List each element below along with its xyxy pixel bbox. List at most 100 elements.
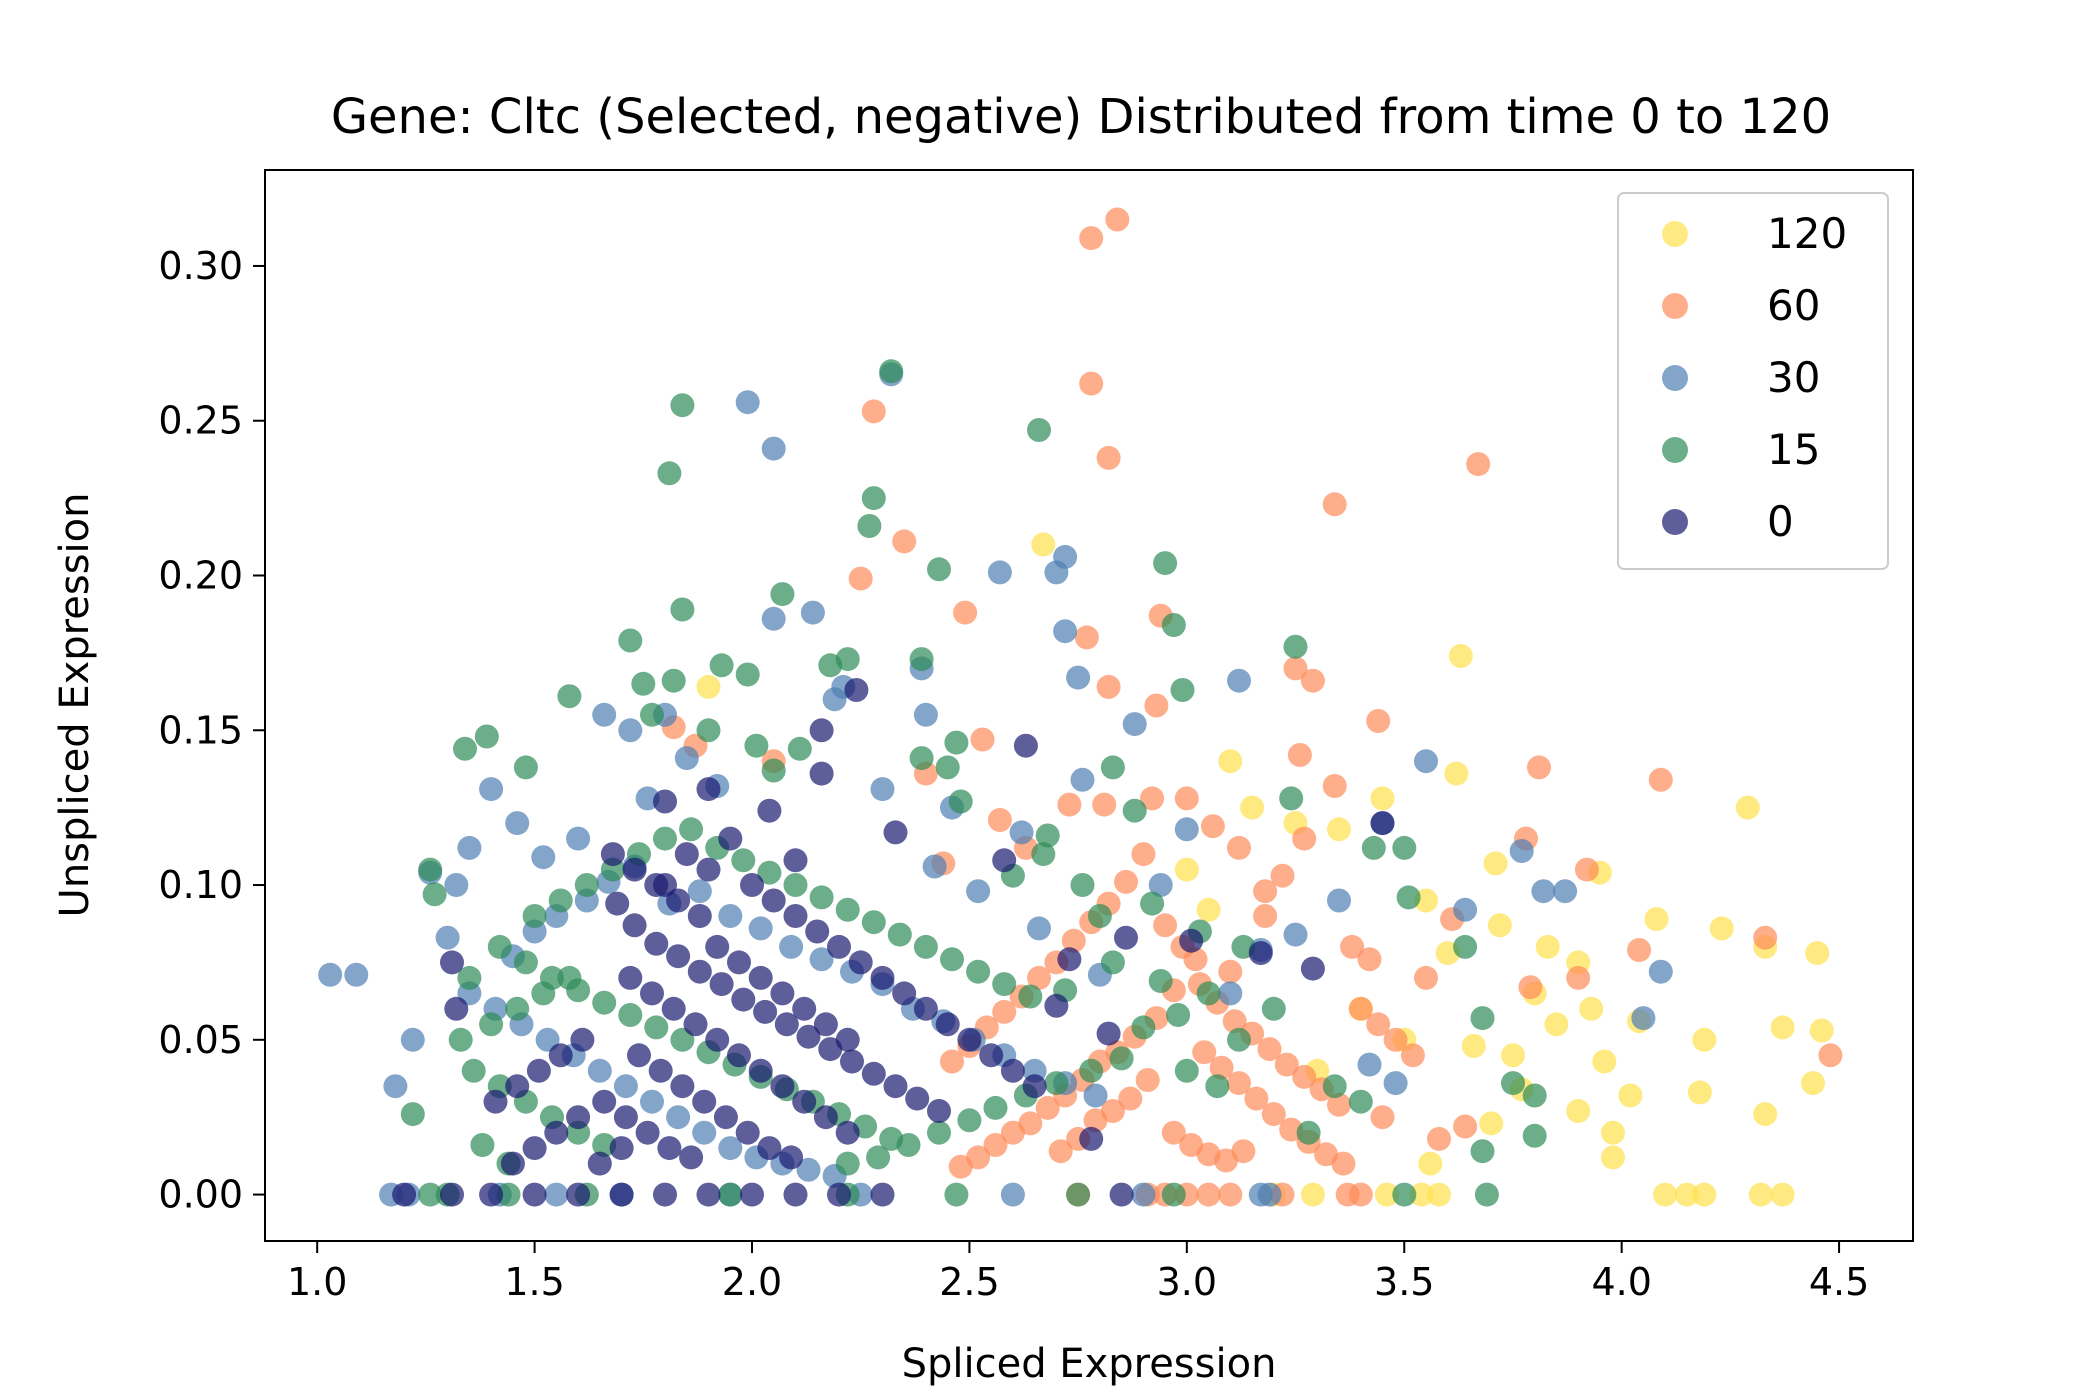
- series-15-point: [1261, 996, 1286, 1021]
- series-120-point: [1601, 1145, 1625, 1170]
- series-60-point: [1331, 1151, 1356, 1176]
- series-15-point: [879, 359, 904, 384]
- series-15-point: [1027, 418, 1051, 442]
- series-0-point: [644, 931, 669, 956]
- series-30-point: [1257, 1182, 1282, 1207]
- series-0-point: [653, 1182, 677, 1207]
- series-30-point: [1631, 1006, 1656, 1031]
- series-60-point: [1153, 913, 1178, 938]
- series-15-point: [1131, 1015, 1156, 1040]
- series-60-point: [1096, 674, 1121, 699]
- series-60-point: [1383, 1027, 1408, 1052]
- series-15-point: [770, 582, 795, 607]
- series-15-point: [1283, 634, 1308, 659]
- series-30-point: [1414, 749, 1438, 774]
- series-120-point: [1370, 786, 1395, 811]
- series-60-point: [1114, 869, 1138, 894]
- series-60-point: [1292, 826, 1317, 851]
- series-60-point: [1818, 1043, 1843, 1068]
- series-30-point: [592, 702, 617, 727]
- y-tick-label: 0.30: [158, 244, 243, 288]
- series-15-point: [966, 959, 991, 984]
- series-0-point: [805, 919, 830, 944]
- series-15-point: [657, 461, 682, 486]
- series-15-point: [861, 486, 886, 511]
- series-0-point: [666, 888, 691, 913]
- series-0-point: [705, 934, 730, 959]
- series-0-point: [757, 1136, 782, 1161]
- series-60-point: [1131, 842, 1156, 867]
- x-tick-label: 1.5: [504, 1260, 564, 1304]
- x-tick-label: 3.0: [1157, 1260, 1217, 1304]
- series-120-point: [1566, 1099, 1591, 1123]
- series-0-point: [483, 1089, 508, 1114]
- series-30-point: [618, 718, 643, 743]
- series-0-point: [644, 873, 669, 897]
- series-0-point: [870, 965, 895, 990]
- series-0-point: [1370, 811, 1395, 836]
- series-0-point: [661, 996, 686, 1021]
- series-0-point: [883, 820, 908, 845]
- series-30-point: [779, 934, 804, 959]
- series-30-point: [1357, 1052, 1382, 1077]
- series-15-point: [513, 950, 538, 975]
- series-0-point: [827, 1182, 851, 1207]
- series-0-point: [653, 789, 677, 814]
- series-60-point: [1227, 835, 1251, 860]
- series-30-point: [1383, 1071, 1408, 1096]
- series-15-point: [679, 817, 704, 842]
- series-0-point: [735, 1120, 760, 1145]
- series-0-point: [883, 1074, 908, 1099]
- series-0-point: [1044, 993, 1069, 1018]
- series-15-point: [574, 873, 599, 897]
- series-15-point: [1205, 1074, 1230, 1099]
- series-0-point: [718, 826, 743, 851]
- series-0-point: [683, 1012, 708, 1037]
- series-120-point: [1535, 934, 1560, 959]
- series-0-point: [635, 1120, 660, 1145]
- series-15-point: [1174, 1058, 1199, 1083]
- series-0-point: [748, 1058, 773, 1083]
- series-0-point: [748, 965, 773, 990]
- series-15-point: [992, 972, 1017, 997]
- series-0-point: [640, 981, 664, 1006]
- series-30-point: [966, 879, 991, 904]
- series-0-point: [627, 1043, 651, 1068]
- series-30-point: [505, 811, 530, 836]
- x-tick-label: 2.5: [939, 1260, 999, 1304]
- series-30-point: [640, 1089, 664, 1114]
- series-15-point: [927, 557, 951, 582]
- series-0-point: [444, 996, 469, 1021]
- series-15-point: [1044, 1071, 1069, 1096]
- series-15-point: [548, 888, 573, 913]
- series-15-point: [487, 934, 512, 959]
- series-30-point: [344, 962, 369, 987]
- series-15-point: [592, 990, 617, 1015]
- series-0-point: [1300, 956, 1325, 981]
- legend-label: 0: [1767, 497, 1794, 546]
- series-15-point: [479, 1012, 504, 1037]
- series-60-point: [1527, 755, 1551, 780]
- series-15-point: [631, 671, 656, 696]
- series-30-point: [687, 879, 712, 904]
- series-120-point: [1444, 761, 1469, 786]
- series-60-point: [1000, 1120, 1025, 1145]
- series-60-point: [1322, 774, 1347, 798]
- series-120-point: [1174, 857, 1199, 882]
- series-60-point: [953, 600, 978, 625]
- series-60-point: [1300, 668, 1325, 693]
- series-0-point: [809, 761, 834, 786]
- series-30-point: [718, 1136, 743, 1161]
- series-60-point: [848, 566, 873, 591]
- series-120-point: [1687, 1080, 1712, 1105]
- series-15-point: [1522, 1123, 1547, 1148]
- series-15-point: [1279, 786, 1304, 811]
- series-0-point: [570, 1027, 595, 1052]
- series-0-point: [522, 1136, 547, 1161]
- series-60: [661, 207, 1843, 1207]
- legend-label: 15: [1767, 425, 1820, 474]
- series-60-point: [1222, 1009, 1247, 1034]
- series-60-point: [1348, 996, 1373, 1021]
- series-60-point: [1083, 1108, 1108, 1133]
- series-30-point: [796, 1157, 821, 1182]
